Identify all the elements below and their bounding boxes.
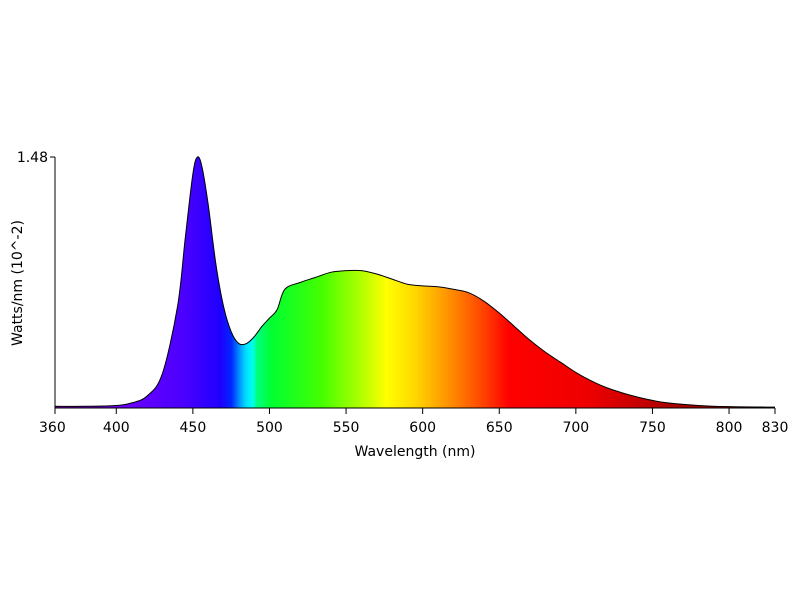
- x-ticks: 360 400 450 500 550 600 650 700 750 800 830: [39, 408, 788, 436]
- y-axis-title: Watts/nm (10^-2): [10, 220, 26, 346]
- x-tick-label: 600: [409, 420, 436, 436]
- spectrum-outline: [54, 156, 776, 408]
- x-tick-label: 750: [639, 420, 666, 436]
- y-tick-label: 1.48: [17, 150, 48, 166]
- x-tick-label: 360: [39, 420, 66, 436]
- plot-area: [54, 156, 776, 408]
- x-axis-title: Wavelength (nm): [355, 444, 476, 460]
- x-tick-label: 650: [486, 420, 513, 436]
- spectrum-area: [55, 156, 775, 408]
- x-tick-label: 500: [256, 420, 283, 436]
- x-tick-label: 400: [103, 420, 130, 436]
- axes: 360 400 450 500 550 600 650 700 750 800 830 1.48: [17, 150, 789, 436]
- x-tick-label: 800: [716, 420, 743, 436]
- x-tick-label: 450: [180, 420, 207, 436]
- y-ticks: 1.48: [17, 150, 55, 166]
- x-tick-label: 700: [562, 420, 589, 436]
- x-tick-label: 550: [333, 420, 360, 436]
- x-tick-label: 830: [762, 420, 789, 436]
